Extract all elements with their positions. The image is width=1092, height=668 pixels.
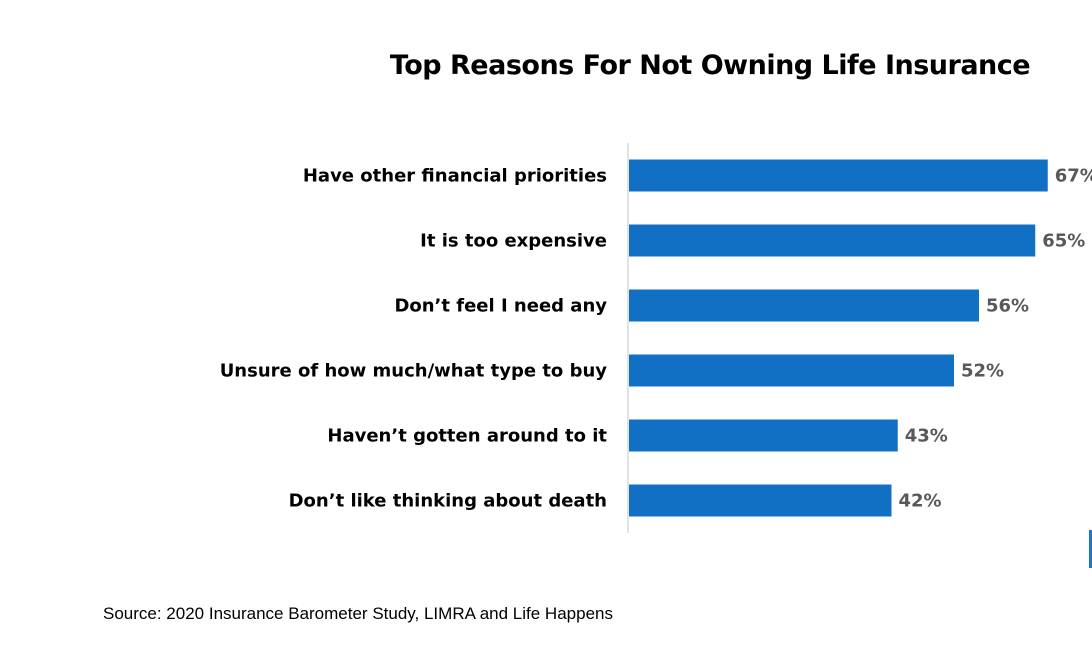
category-label: Unsure of how much/what type to buy [220, 361, 608, 382]
category-label: Haven’t gotten around to it [327, 426, 607, 447]
value-label: 65% [1042, 231, 1085, 252]
value-label: 42% [899, 491, 942, 512]
bar [629, 354, 954, 387]
category-label: Don’t feel I need any [394, 296, 607, 317]
value-label: 43% [905, 426, 948, 447]
bar [629, 419, 898, 452]
bar [629, 224, 1036, 257]
value-label: 56% [986, 296, 1029, 317]
edge-decoration [1089, 530, 1092, 568]
bars-layer: Have other financial priorities 67% It is … [220, 159, 1092, 517]
bar [629, 484, 892, 517]
bar [629, 159, 1048, 192]
category-label: Don’t like thinking about death [289, 491, 607, 512]
source-note: Source: 2020 Insurance Barometer Study, … [103, 604, 613, 623]
value-label: 67% [1055, 166, 1092, 187]
category-label: Have other financial priorities [303, 166, 607, 187]
chart-title: Top Reasons For Not Owning Life Insuranc… [389, 50, 1031, 81]
bar [629, 289, 979, 322]
category-label: It is too expensive [420, 231, 607, 252]
value-label: 52% [961, 361, 1004, 382]
